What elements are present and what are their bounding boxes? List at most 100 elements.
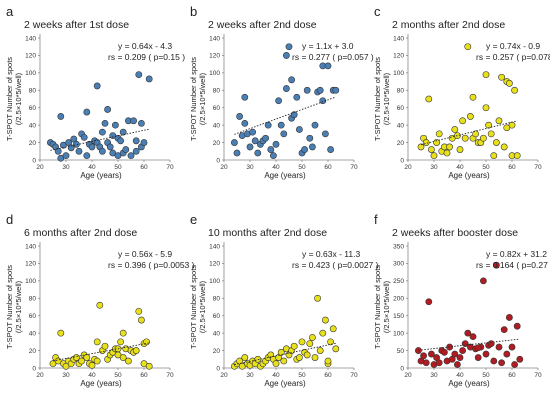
data-point [425,95,433,103]
data-point [516,355,524,363]
x-tick-label: 30 [430,372,438,379]
x-axis-label: Age (years) [80,171,122,180]
data-point [241,354,249,361]
data-point [314,294,321,302]
data-point [78,357,85,365]
y-tick-label: 20 [213,348,221,355]
data-point [316,347,324,354]
y-axis-label-unit: (/2.5×10*5/well) [198,280,207,333]
data-point [321,316,329,324]
data-point [306,134,314,142]
data-point [267,146,275,153]
data-point [99,128,106,136]
y-axis-label: T-SPOT Number of spots [5,57,14,141]
data-point [487,340,495,347]
data-point [124,357,132,365]
data-point [233,149,241,157]
y-tick-label: 20 [29,348,37,355]
data-point [308,334,316,341]
y-tick-label: 120 [25,261,36,268]
data-point [505,314,513,321]
data-point [503,350,511,358]
panel-label: f [374,212,378,227]
data-point [127,152,135,160]
trend-equation: y = 1.1x + 3.0 [302,41,354,51]
data-point [480,277,487,285]
trend-equation: y = 0.64x - 4.3 [118,41,172,51]
data-point [490,357,498,365]
data-point [93,82,101,90]
chart-title: 2 weeks after 2nd dose [208,19,317,31]
data-point [456,354,464,361]
trend-equation: y = 0.74x - 0.9 [486,41,540,51]
data-point [283,52,290,59]
panel-label: a [6,4,14,19]
data-point [236,113,243,120]
x-tick-label: 70 [166,372,174,379]
data-point [112,121,119,129]
data-point [132,347,140,354]
y-tick-label: 80 [29,296,37,303]
x-axis-label: Age (years) [264,379,306,388]
data-point [441,348,448,356]
x-tick-label: 20 [404,164,412,171]
data-point [62,152,70,160]
data-point [482,350,490,358]
x-tick-label: 40 [88,164,96,171]
y-axis-label-unit: (/2.5×10*5/well) [382,72,391,125]
y-tick-label: 100 [25,70,36,77]
data-point [422,139,430,146]
panel-label: e [190,212,197,227]
data-point [329,325,337,333]
data-point [311,121,319,129]
data-point [249,128,256,136]
data-point [464,43,472,51]
chart-title: 2 weeks after 1st dose [24,19,129,31]
data-point [130,117,137,125]
data-point [417,143,425,151]
y-tick-label: 40 [213,122,221,129]
rs-stat: rs = 0.209 ( p=0.15 ) [108,52,185,62]
data-point [132,137,140,145]
data-point [135,307,143,315]
data-point [498,73,505,81]
x-tick-label: 60 [140,372,148,379]
data-point [246,143,254,151]
y-tick-label: 100 [209,70,220,77]
y-tick-label: 350 [393,243,404,250]
data-point [454,132,461,139]
data-point [327,146,334,153]
y-tick-label: 140 [393,35,404,42]
data-point [306,340,314,347]
data-point [298,338,306,346]
data-point [451,350,459,358]
x-tick-label: 40 [456,372,464,379]
data-point [482,71,490,78]
data-point [498,359,505,367]
y-tick-label: 80 [397,88,405,95]
x-tick-label: 50 [482,164,490,171]
data-point [73,140,80,148]
data-point [119,354,127,361]
y-axis-label: T-SPOT Number of spots [373,265,382,349]
panel-label: b [190,4,197,19]
y-tick-label: 20 [29,140,37,147]
data-point [275,97,282,105]
x-tick-label: 40 [456,164,464,171]
data-point [456,146,464,153]
rs-stat: rs = 0.257 ( p=0.078 ) [476,52,550,62]
data-point [327,338,334,346]
data-point [459,347,466,354]
x-tick-label: 30 [246,164,254,171]
data-point [490,152,498,160]
y-tick-label: 50 [397,348,405,355]
data-point [83,152,91,160]
data-point [422,359,430,367]
data-point [451,126,459,133]
x-axis-label: Age (years) [448,379,490,388]
x-tick-label: 50 [298,372,306,379]
x-tick-label: 60 [508,372,516,379]
